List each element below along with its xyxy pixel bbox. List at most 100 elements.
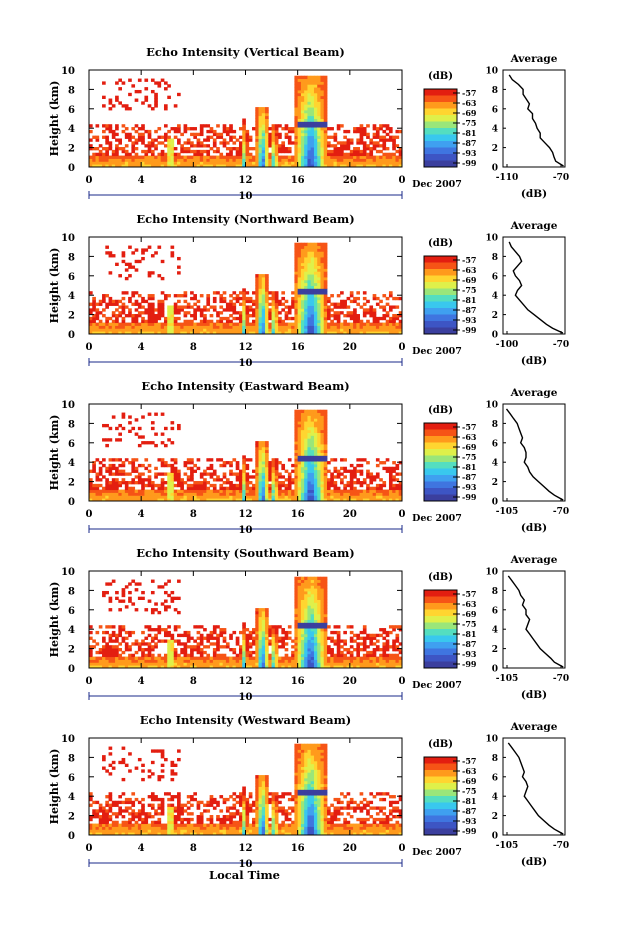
profile-y-tick-label: 2: [492, 311, 498, 321]
heatmap-cell: [261, 124, 266, 128]
heatmap-cell: [310, 305, 315, 309]
heatmap-cell: [92, 325, 96, 329]
heatmap-cell: [307, 610, 312, 615]
colorbar-segment: [424, 494, 457, 502]
heatmap-cell: [190, 486, 194, 491]
heatmap-cell: [242, 316, 246, 321]
heatmap-cell: [297, 588, 302, 592]
heatmap-cell: [245, 648, 250, 652]
heatmap-cell: [222, 299, 227, 304]
heatmap-cell: [300, 596, 305, 600]
heatmap-cell: [291, 489, 295, 493]
heatmap-cell: [170, 466, 175, 471]
heatmap-cell: [261, 665, 266, 669]
heatmap-cell: [274, 656, 279, 660]
heatmap-cell: [160, 483, 165, 488]
heatmap-cell: [278, 164, 282, 168]
heatmap-cell: [180, 132, 184, 137]
heatmap-cell: [98, 461, 103, 465]
heatmap-cell: [379, 328, 383, 332]
heatmap-cell: [382, 158, 387, 162]
heatmap-cell: [297, 251, 302, 255]
heatmap-cell: [242, 495, 246, 499]
heatmap-cell: [265, 311, 269, 315]
heatmap-cell: [115, 472, 119, 476]
heatmap-cell: [229, 302, 233, 306]
heatmap-cell: [141, 251, 145, 255]
heatmap-cell: [238, 161, 243, 165]
heatmap-cell: [271, 302, 276, 306]
heatmap-cell: [287, 331, 292, 335]
heatmap-cell: [265, 486, 269, 491]
heatmap-cell: [265, 121, 269, 125]
heatmap-cell: [274, 665, 279, 669]
heatmap-cell: [248, 152, 253, 157]
heatmap-cell: [111, 299, 116, 304]
heatmap-cell: [313, 588, 318, 592]
heatmap-cell: [261, 636, 266, 640]
heatmap-cell: [313, 650, 318, 655]
heatmap-cell: [121, 590, 126, 595]
heatmap-cell: [388, 305, 393, 309]
heatmap-cell: [307, 282, 312, 286]
heatmap-cell: [372, 155, 377, 159]
heatmap-cell: [310, 319, 315, 324]
heatmap-cell: [300, 311, 305, 315]
heatmap-cell: [333, 149, 338, 154]
heatmap-cell: [353, 322, 357, 326]
heatmap-cell: [222, 124, 227, 128]
heatmap-cell: [313, 328, 318, 332]
heatmap-cell: [219, 665, 224, 669]
heatmap-cell: [235, 158, 240, 162]
heatmap-cell: [271, 489, 276, 493]
heatmap-cell: [92, 308, 96, 312]
heatmap-cell: [216, 659, 220, 663]
heatmap-cell: [180, 665, 184, 669]
heatmap-cell: [261, 319, 266, 324]
heatmap-cell: [144, 322, 149, 326]
heatmap-cell: [278, 331, 282, 335]
heatmap-cell: [307, 478, 312, 482]
heatmap-cell: [134, 89, 139, 94]
heatmap-cell: [128, 78, 132, 82]
heatmap-cell: [265, 642, 269, 646]
heatmap-cell: [310, 463, 315, 468]
heatmap-cell: [300, 630, 305, 635]
heatmap-cell: [212, 628, 217, 632]
heatmap-cell: [369, 158, 374, 162]
heatmap-cell: [281, 466, 286, 471]
heatmap-cell: [291, 653, 295, 658]
heatmap-cell: [274, 625, 279, 629]
heatmap-cell: [343, 483, 347, 488]
heatmap-cell: [304, 418, 308, 422]
heatmap-cell: [212, 489, 217, 493]
heatmap-cell: [206, 302, 211, 306]
heatmap-cell: [222, 308, 227, 312]
heatmap-cell: [235, 164, 240, 168]
heatmap-cell: [206, 135, 211, 139]
heatmap-cell: [235, 665, 240, 669]
heatmap-cell: [294, 331, 299, 335]
heatmap-cell: [284, 314, 289, 318]
heatmap-cell: [346, 144, 351, 148]
heatmap-cell: [261, 149, 266, 154]
heatmap-cell: [115, 152, 119, 157]
heatmap-cell: [310, 121, 315, 125]
heatmap-cell: [242, 322, 246, 326]
heatmap-cell: [118, 101, 122, 105]
heatmap-cell: [284, 316, 289, 321]
heatmap-cell: [300, 141, 305, 145]
heatmap-cell: [265, 483, 269, 488]
profile-x-tick-label: -105: [496, 507, 519, 517]
heatmap-cell: [304, 138, 308, 142]
heatmap-cell: [154, 633, 158, 638]
heatmap-cell: [349, 325, 354, 329]
heatmap-cell: [111, 302, 116, 306]
x-tick-label: 20: [343, 175, 357, 186]
heatmap-cell: [177, 665, 181, 669]
heatmap-cell: [392, 328, 396, 332]
heatmap-cell: [141, 441, 145, 445]
heatmap-cell: [382, 152, 387, 157]
heatmap-cell: [346, 489, 351, 493]
heatmap-cell: [134, 475, 139, 479]
